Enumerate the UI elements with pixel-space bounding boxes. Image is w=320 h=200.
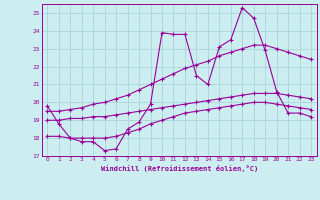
X-axis label: Windchill (Refroidissement éolien,°C): Windchill (Refroidissement éolien,°C) xyxy=(100,165,258,172)
